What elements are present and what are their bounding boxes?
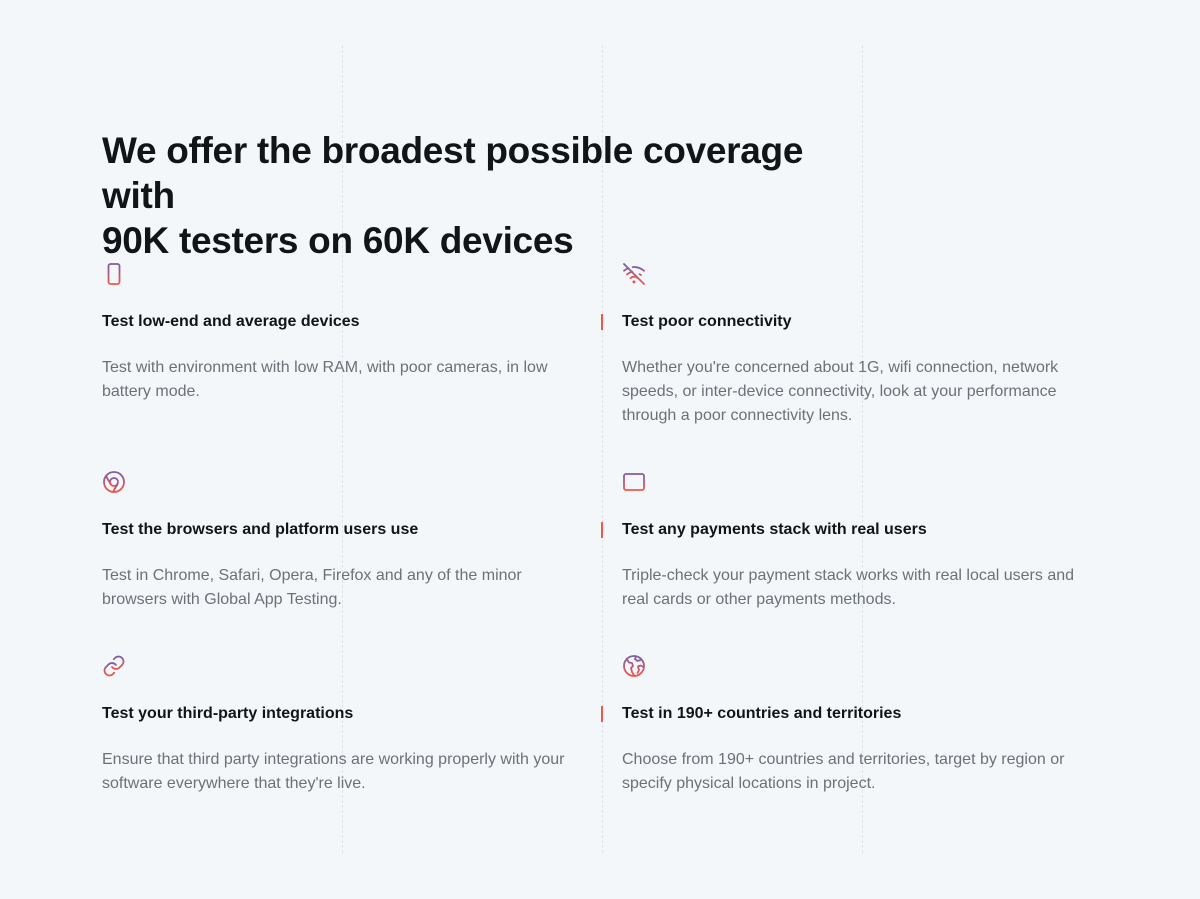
globe-icon [623,655,645,677]
feature-description: Choose from 190+ countries and territori… [622,751,1065,792]
feature-title: Test low-end and average devices [102,313,360,330]
feature-description: Test in Chrome, Safari, Opera, Firefox a… [102,567,522,608]
feature-title: Test any payments stack with real users [622,521,927,538]
chrome-icon [103,471,125,493]
feature-title: Test poor connectivity [622,313,792,330]
feature-description: Triple-check your payment stack works wi… [622,567,1075,608]
feature-description: Ensure that third party integrations are… [102,751,565,792]
accent-bar [601,706,603,722]
feature-title: Test your third-party integrations [102,705,354,722]
grid-line [862,45,863,853]
page-title: We offer the broadest possible coverage … [102,130,804,261]
wifi-off-icon [623,263,645,285]
smartphone-icon [107,263,121,285]
credit-card-icon [623,473,645,491]
feature-title: Test in 190+ countries and territories [622,705,902,722]
grid-line [602,45,603,853]
accent-bar [601,522,603,538]
link-icon [103,655,125,677]
grid-line [342,45,343,853]
feature-description: Test with environment with low RAM, with… [102,359,548,400]
feature-description: Whether you're concerned about 1G, wifi … [622,359,1059,424]
accent-bar [601,314,603,330]
feature-title: Test the browsers and platform users use [102,521,419,538]
